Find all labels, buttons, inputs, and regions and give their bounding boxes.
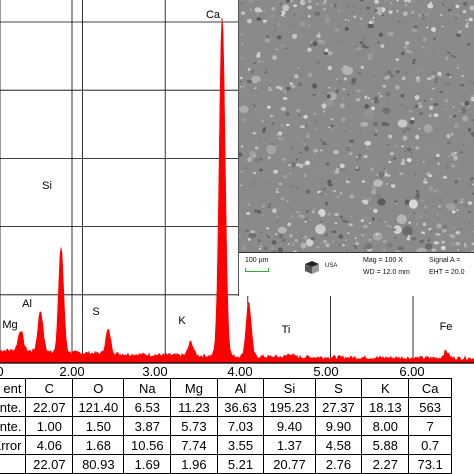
table-cell: Mg — [170, 378, 218, 398]
table-cell: 36.63 — [216, 397, 265, 417]
table-cell: 1.37 — [263, 435, 316, 455]
table-cell: S — [314, 378, 363, 398]
table-row: Inte.1.001.503.875.737.039.409.908.007 — [0, 416, 452, 436]
table-cell: 11.23 — [170, 397, 218, 417]
eht-label: EHT = 20.0 — [429, 269, 465, 276]
table-cell: 5.88 — [361, 435, 410, 455]
table-cell: 80.93 — [72, 454, 125, 474]
scale-bar-label: 100 µm — [245, 257, 269, 264]
x-tick-label: 0 — [0, 364, 4, 378]
magnification-label: Mag = 100 X — [363, 257, 403, 264]
table-cell: 1.68 — [72, 435, 125, 455]
peak-label: K — [178, 315, 186, 327]
table-cell: 7 — [408, 416, 452, 436]
table-cell: Al — [216, 378, 265, 398]
table-cell: 4.58 — [314, 435, 363, 455]
table-cell: 18.13 — [361, 397, 410, 417]
table-cell: 1.69 — [123, 454, 172, 474]
sem-micrograph: 100 µm USA Mag = 100 X WD = 12.0 mm Sign… — [238, 0, 474, 296]
table-cell: Si — [263, 378, 316, 398]
x-tick-label: 4.00 — [227, 364, 252, 378]
x-tick-label: 3.00 — [142, 364, 167, 378]
peak-label: Mg — [2, 319, 17, 331]
signal-label: Signal A = — [429, 257, 461, 264]
table-cell: 4.06 — [25, 435, 74, 455]
table-cell: 9.40 — [263, 416, 316, 436]
table-cell: 1.96 — [170, 454, 218, 474]
peak-label: Fe — [440, 321, 453, 333]
working-distance-label: WD = 12.0 mm — [363, 269, 410, 276]
x-tick-label: 6.00 — [399, 364, 424, 378]
sem-image-texture — [239, 0, 474, 252]
table-cell: 8.00 — [361, 416, 410, 436]
table-cell: 5.21 — [216, 454, 265, 474]
microscope-logo-icon — [305, 261, 319, 274]
table-row: 22.07 80.93 1.69 1.96 5.21 20.77 2.76 2.27 73.1 — [0, 454, 452, 474]
table-cell: O — [72, 378, 125, 398]
table-cell: 22.07 — [25, 397, 74, 417]
table-cell: Na — [123, 378, 172, 398]
results-table: ent C O Na Mg Al Si S K Ca nte. 22.07 121.40 6.53 11.2… — [0, 378, 452, 474]
peak-label: Ti — [282, 324, 291, 336]
table-cell: 2.27 — [361, 454, 410, 474]
peak-label: Ca — [206, 9, 221, 21]
table-cell: 3.87 — [123, 416, 172, 436]
table-cell: 1.50 — [72, 416, 125, 436]
table-cell: 73.1 — [408, 454, 452, 474]
table-cell: 27.37 — [314, 397, 363, 417]
table-cell: 7.74 — [170, 435, 218, 455]
sem-info-bar: 100 µm USA Mag = 100 X WD = 12.0 mm Sign… — [239, 252, 474, 296]
table-cell: 0.7 — [408, 435, 452, 455]
table-cell: 10.56 — [123, 435, 172, 455]
row-header — [0, 454, 27, 474]
logo-text: USA — [325, 263, 338, 269]
table-cell: K — [361, 378, 410, 398]
scale-bar — [245, 268, 269, 272]
spectrum-series — [0, 17, 474, 364]
peak-label: S — [92, 306, 99, 318]
x-tick-label: 5.00 — [313, 364, 338, 378]
table-cell: 2.76 — [314, 454, 363, 474]
table-cell: Ca — [408, 378, 452, 398]
table-row: Error4.061.6810.567.743.551.374.585.880.… — [0, 435, 452, 455]
table-cell: 20.77 — [263, 454, 316, 474]
table-cell: 6.53 — [123, 397, 172, 417]
table-cell: 121.40 — [72, 397, 125, 417]
x-tick-label: 2.00 — [59, 364, 84, 378]
table-cell: C — [25, 378, 74, 398]
row-header: Error — [0, 435, 27, 455]
table-cell: 195.23 — [263, 397, 316, 417]
table-cell: 5.73 — [170, 416, 218, 436]
table-cell: 563 — [408, 397, 452, 417]
row-header: ent — [0, 378, 27, 398]
table-cell: 22.07 — [25, 454, 74, 474]
peak-label: Al — [22, 298, 32, 310]
table-cell: 9.90 — [314, 416, 363, 436]
table-cell: 3.55 — [216, 435, 265, 455]
row-header: nte. — [0, 397, 27, 417]
table-cell: 7.03 — [216, 416, 265, 436]
table-cell: 1.00 — [25, 416, 74, 436]
table-row: nte. 22.07 121.40 6.53 11.23 36.63 195.23 27.37… — [0, 397, 452, 417]
row-header: Inte. — [0, 416, 27, 436]
peak-label: Si — [42, 180, 52, 192]
table-row: ent C O Na Mg Al Si S K Ca — [0, 378, 452, 398]
quantification-table: ent C O Na Mg Al Si S K Ca nte. 22.07 121.40 6.53 11.2… — [0, 378, 474, 474]
